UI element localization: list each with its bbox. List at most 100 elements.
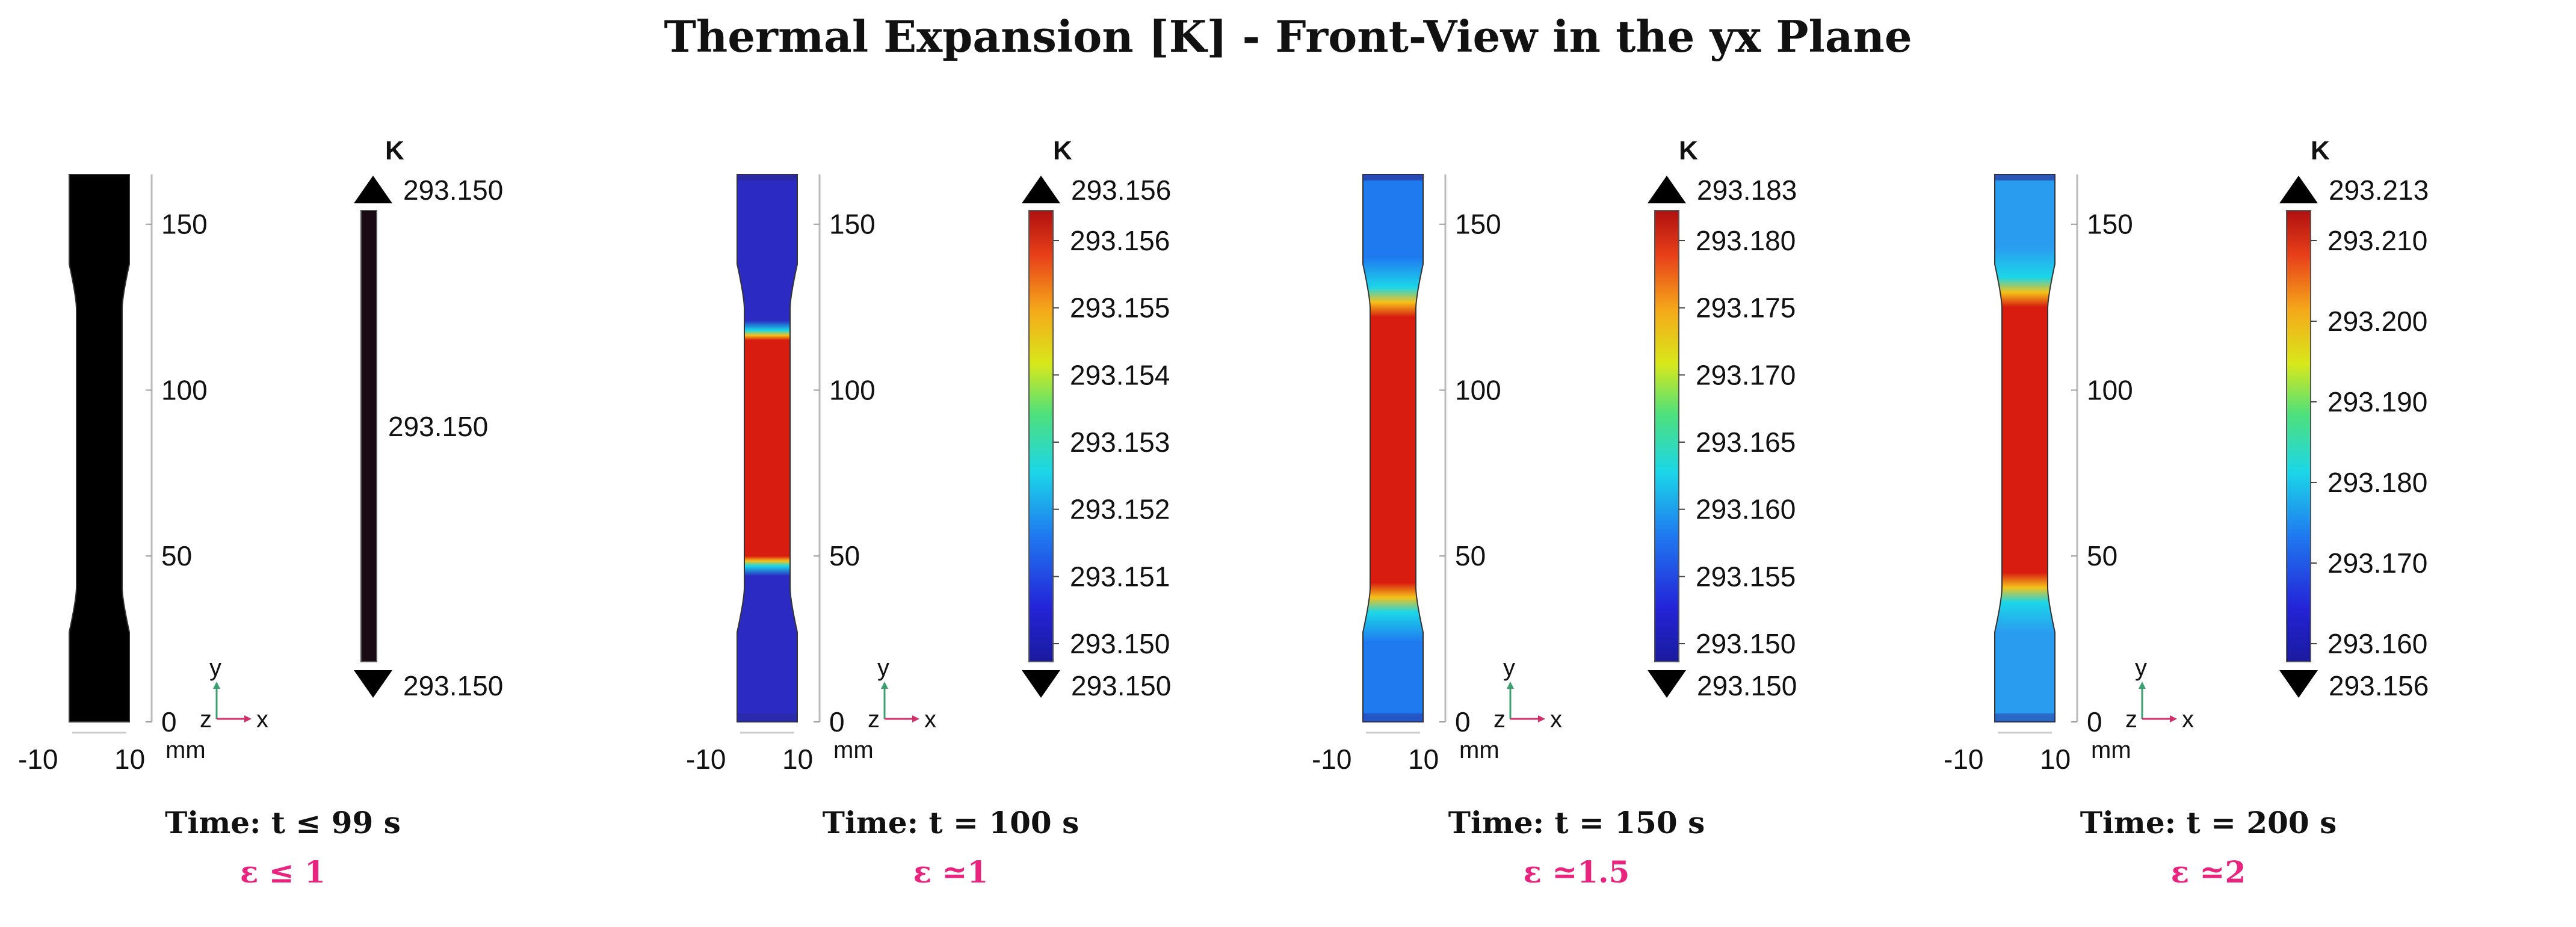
colorbar-min-arrow [2279,670,2318,698]
colorbar-tick-label: 293.152 [1070,494,1170,525]
colorbar-tick-label: 293.150 [1696,628,1796,659]
triad-y-label: y [209,654,221,681]
unit-label: mm [1459,737,1500,763]
triad-y-head [2139,682,2146,689]
x-tick-label: -10 [18,744,58,775]
x-tick-label: -10 [1944,744,1983,775]
triad-y-label: y [2135,654,2147,681]
y-tick-label: 100 [829,374,876,405]
triad-x-head [1538,715,1545,722]
panel-4: 0 50 100 150 -10 10 mm y z x K 293.213 293.156 293.21… [1926,0,2569,927]
colorbar-max-label: 293.150 [403,174,503,206]
panel-3: 0 50 100 150 -10 10 mm y z x K 293.183 293.150 293.18… [1294,0,1938,927]
colorbar-unit: K [2311,136,2330,165]
y-tick-label: 150 [161,209,208,240]
specimen-top-edge [1995,174,2055,180]
y-tick-label: 50 [1455,540,1486,571]
colorbar-tick-label: 293.153 [1070,427,1170,458]
colorbar-min-arrow [1648,670,1686,698]
y-tick-label: 50 [161,540,192,571]
specimen [69,174,130,722]
colorbar-max-label: 293.183 [1697,174,1797,206]
colorbar-min-label: 293.150 [403,670,503,701]
strain-label-3: ε ≃1.5 [1523,854,1630,890]
specimen-bottom-edge [1363,713,1423,722]
triad-z-label: z [868,706,880,733]
triad-y-head [881,682,888,689]
specimen-top-edge [737,174,797,180]
colorbar-tick-label: 293.165 [1696,427,1796,458]
y-tick-label: 0 [1455,706,1471,738]
y-tick-label: 0 [161,706,177,738]
triad-x-label: x [924,706,936,733]
triad-x-label: x [1550,706,1562,733]
strain-label-2: ε ≃1 [913,854,989,890]
time-label-4: Time: t = 200 s [2080,805,2337,840]
x-tick-label: 10 [114,744,145,775]
unit-label: mm [833,737,874,763]
colorbar-min-arrow [1022,670,1060,698]
triad-y-head [213,682,220,689]
specimen-top-edge [1363,174,1423,180]
colorbar-unit: K [1053,136,1072,165]
colorbar-max-arrow [2279,176,2318,203]
y-tick-label: 50 [829,540,860,571]
colorbar-tick-label: 293.190 [2327,386,2427,417]
specimen-bottom-edge [737,713,797,722]
colorbar-tick-label: 293.180 [2327,467,2427,498]
colorbar-tick-label: 293.175 [1696,292,1796,324]
colorbar-max-label: 293.156 [1071,174,1171,206]
y-tick-label: 100 [1455,374,1501,405]
figure-title: Thermal Expansion [K] - Front-View in th… [664,11,1912,62]
x-tick-label: 10 [2040,744,2071,775]
y-tick-label: 0 [829,706,845,738]
colorbar-tick-label: 293.156 [1070,225,1170,256]
colorbar [2286,210,2311,662]
y-tick-label: 100 [161,374,208,405]
triad-z-label: z [200,706,212,733]
strain-label-4: ε ≃2 [2170,854,2246,890]
colorbar-min-arrow [354,670,392,698]
plot-4: 0 50 100 150 -10 10 mm yz x K 293.213 293.156 293.21… [1944,136,2429,775]
triad-x-head [2170,715,2177,722]
colorbar-tick-label: 293.200 [2327,306,2427,337]
triad-y-label: y [1503,654,1515,681]
y-tick-label: 50 [2087,540,2117,571]
colorbar-unit: K [385,136,404,165]
colorbar-tick-label: 293.180 [1696,225,1796,256]
time-label-3: Time: t = 150 s [1448,805,1705,840]
x-tick-label: 10 [1408,744,1439,775]
colorbar-min-label: 293.150 [1071,670,1171,701]
triad-y-head [1507,682,1514,689]
x-tick-label: -10 [1312,744,1351,775]
specimen [1994,174,2056,722]
time-label-1: Time: t ≤ 99 s [165,805,401,840]
plot-2: 0 50 100 150 -10 10 mm yz x K 293.156 293.150 293.15… [686,136,1171,775]
panel-2: 0 50 100 150 -10 10 mm y z x K 293.156 293.150 293.15… [668,0,1312,927]
strain-label-1: ε ≤ 1 [240,854,326,890]
colorbar-tick-label: 293.155 [1070,292,1170,324]
plot-3: 0 50 100 150 -10 10 mm yz x K 293.183 293.150 293.18… [1312,136,1797,775]
y-tick-label: 100 [2087,374,2133,405]
y-tick-label: 150 [1455,209,1501,240]
specimen-bottom-edge [1995,713,2055,722]
x-tick-label: -10 [686,744,726,775]
plot-1: 0 50 100 150 -10 10 mm yz x K 293.150 293.150 293.15… [18,136,503,775]
triad-z-label: z [2125,706,2137,733]
colorbar-max-label: 293.213 [2329,174,2429,206]
colorbar [360,210,377,662]
colorbar-tick-label: 293.154 [1070,359,1170,390]
y-tick-label: 150 [829,209,876,240]
colorbar-tick-label: 293.151 [1070,561,1170,592]
y-tick-label: 150 [2087,209,2133,240]
triad-y-label: y [877,654,889,681]
panel-1: 0 50 100 150 -10 10 mm y z x K 293.150 293.150 293.15… [0,0,644,927]
colorbar-tick-label: 293.160 [2327,628,2427,659]
colorbar-tick-label: 293.170 [1696,359,1796,390]
colorbar-tick-label: 293.155 [1696,561,1796,592]
specimen [737,174,798,722]
x-tick-label: 10 [782,744,813,775]
colorbar-unit: K [1679,136,1698,165]
triad-z-label: z [1493,706,1506,733]
triad-x-head [244,715,252,722]
